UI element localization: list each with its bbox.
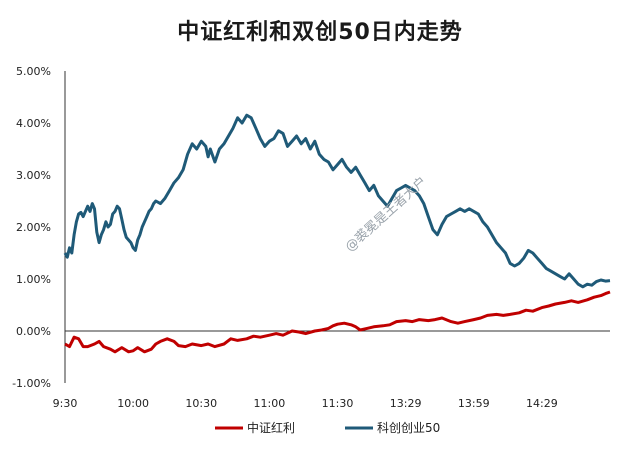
- watermark: @裘冕是王者大户: [342, 173, 430, 254]
- x-tick-label: 14:29: [526, 397, 558, 410]
- x-tick-label: 11:30: [322, 397, 354, 410]
- x-tick-label: 9:30: [53, 397, 78, 410]
- x-tick-label: 10:00: [117, 397, 149, 410]
- y-tick-label: 2.00%: [16, 221, 51, 234]
- y-tick-label: 3.00%: [16, 169, 51, 182]
- x-tick-label: 13:29: [390, 397, 422, 410]
- x-tick-label: 11:00: [254, 397, 286, 410]
- y-tick-label: -1.00%: [12, 377, 51, 390]
- y-tick-label: 5.00%: [16, 65, 51, 78]
- axes: 5.00% 4.00% 3.00% 2.00% 1.00% 0.00% -1.00%9:30…: [12, 65, 610, 410]
- series-line-0: [64, 290, 611, 354]
- y-tick-label: 4.00%: [16, 117, 51, 130]
- series-line-1: [63, 113, 611, 289]
- chart-title: 中证红利和双创50日内走势: [177, 20, 463, 45]
- x-tick-label: 10:30: [185, 397, 217, 410]
- legend-label-1: 科创创业50: [377, 421, 440, 435]
- series-layer: [63, 113, 611, 354]
- legend: 中证红利 科创创业50: [215, 420, 440, 435]
- x-tick-label: 13:59: [458, 397, 490, 410]
- y-tick-label: 0.00%: [16, 325, 51, 338]
- legend-label-0: 中证红利: [247, 420, 295, 435]
- y-tick-label: 1.00%: [16, 273, 51, 286]
